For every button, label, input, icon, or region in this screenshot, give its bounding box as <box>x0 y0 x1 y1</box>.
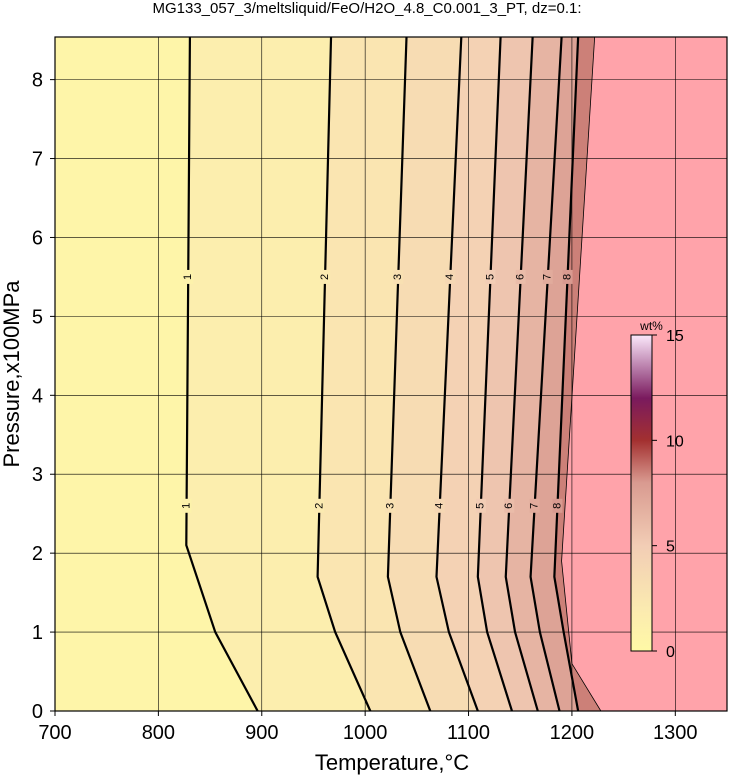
contour-label: 8 <box>561 274 573 280</box>
contour-label: 2 <box>319 274 331 280</box>
contour-label-bg <box>393 269 404 284</box>
contour-band <box>477 37 538 711</box>
contour-label-bg <box>181 498 192 513</box>
colorbar-label: wt% <box>639 319 663 333</box>
x-tick-label: 700 <box>38 722 71 744</box>
contour-label: 1 <box>182 274 194 280</box>
contour-label: 7 <box>529 503 541 509</box>
contour-band <box>530 37 579 711</box>
y-tick-label: 5 <box>32 306 43 328</box>
colorbar-tick-label: 0 <box>666 644 675 661</box>
contour-band <box>317 37 431 711</box>
contour-label: 6 <box>515 274 527 280</box>
contour-band <box>505 37 562 711</box>
contour-label: 3 <box>384 503 396 509</box>
y-tick-label: 6 <box>32 227 43 249</box>
contour-label: 5 <box>475 503 487 509</box>
y-tick-label: 8 <box>32 70 43 92</box>
contour-label: 7 <box>542 274 554 280</box>
colorbar <box>630 334 653 652</box>
contour-label: 4 <box>434 503 446 509</box>
y-tick-label: 2 <box>32 543 43 565</box>
contour-line <box>476 37 514 711</box>
contour-label-bg <box>183 269 194 284</box>
y-tick-label: 7 <box>32 149 43 171</box>
data-boundary <box>561 37 602 711</box>
contour-band <box>387 37 478 711</box>
contour-label: 2 <box>313 503 325 509</box>
colorbar-tick-label: 15 <box>666 328 684 345</box>
x-tick-label: 900 <box>245 722 278 744</box>
contour-label-bg <box>504 498 515 513</box>
contour-label: 4 <box>444 274 456 280</box>
contour-label-bg <box>529 498 540 513</box>
x-tick-label: 800 <box>142 722 175 744</box>
plot-area: 1 1 2 2 3 3 4 4 5 5 6 6 7 7 8 8 <box>55 37 727 711</box>
contour-line <box>435 37 479 711</box>
x-tick-label: 1000 <box>343 722 388 744</box>
contour-label: 6 <box>503 503 515 509</box>
contour-label-bg <box>552 498 563 513</box>
contour-line <box>316 37 372 711</box>
contour-label: 5 <box>484 274 496 280</box>
x-tick-label: 1300 <box>653 722 698 744</box>
contour-label-bg <box>515 269 526 284</box>
contour-label-bg <box>385 498 396 513</box>
y-tick-label: 3 <box>32 464 43 486</box>
contour-label: 8 <box>551 503 563 509</box>
contour-label-bg <box>542 269 553 284</box>
contour-band <box>55 37 258 711</box>
contour-label-bg <box>445 269 456 284</box>
contour-label-bg <box>475 498 486 513</box>
contour-line <box>553 37 580 711</box>
x-axis-label: Temperature,°C <box>315 750 469 775</box>
y-tick-label: 0 <box>32 701 43 723</box>
colorbar-tick-label: 5 <box>666 539 675 556</box>
y-tick-label: 4 <box>32 385 43 407</box>
contour-label-bg <box>320 269 331 284</box>
contour-line <box>529 37 563 711</box>
contour-line <box>504 37 539 711</box>
chart-title: MG133_057_3/meltsliquid/FeO/H2O_4.8_C0.0… <box>152 0 581 17</box>
contour-line <box>185 37 259 711</box>
contour-label: 1 <box>180 503 192 509</box>
contour-label-bg <box>314 498 325 513</box>
colorbar-tick-label: 10 <box>666 433 684 450</box>
x-tick-label: 1200 <box>550 722 595 744</box>
x-tick-label: 1100 <box>447 722 490 744</box>
contour-label-bg <box>562 269 573 284</box>
plot-frame <box>54 36 728 712</box>
y-tick-label: 1 <box>32 622 43 644</box>
contour-label: 3 <box>392 274 404 280</box>
contour-line <box>386 37 432 711</box>
contour-band <box>186 37 371 711</box>
y-axis-label: Pressure,x100MPa <box>0 280 24 468</box>
axes: 700 800 900 1000 1100 1200 1300012345678051015… <box>32 36 728 744</box>
contour-label-bg <box>485 269 496 284</box>
contour-label-bg <box>434 498 445 513</box>
